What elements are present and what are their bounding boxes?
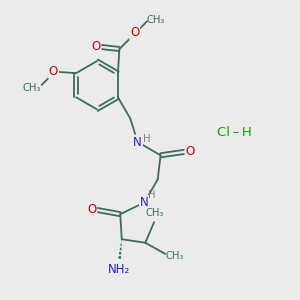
Text: O: O <box>185 145 195 158</box>
Text: O: O <box>91 40 101 53</box>
Text: CH₃: CH₃ <box>166 251 184 261</box>
Text: N: N <box>133 136 142 148</box>
Text: CH₃: CH₃ <box>22 83 40 93</box>
Text: H: H <box>143 134 151 143</box>
Text: H: H <box>148 190 155 200</box>
Text: CH₃: CH₃ <box>146 15 164 25</box>
Text: Cl – H: Cl – H <box>217 126 251 139</box>
Text: O: O <box>130 26 139 39</box>
Text: CH₃: CH₃ <box>146 208 164 218</box>
Text: O: O <box>87 203 96 216</box>
Text: NH₂: NH₂ <box>108 263 130 276</box>
Text: N: N <box>140 196 149 209</box>
Text: O: O <box>49 64 58 78</box>
